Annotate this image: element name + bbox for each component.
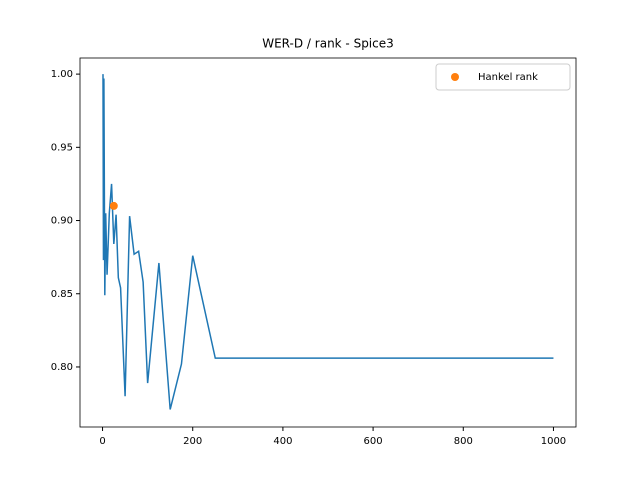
y-tick-label: 0.85: [51, 289, 73, 300]
x-tick-label: 400: [273, 436, 292, 447]
legend-label: Hankel rank: [478, 72, 538, 83]
legend-box: [435, 63, 571, 91]
x-tick-label: 800: [454, 436, 473, 447]
y-tick-label: 0.90: [51, 216, 73, 227]
x-tick-label: 0: [99, 436, 105, 447]
line: [102, 74, 554, 410]
hankel-point: [109, 201, 118, 210]
chart-title: WER-D / rank - Spice3: [262, 37, 394, 51]
plot-frame: [79, 57, 577, 428]
y-tick-label: 0.95: [51, 142, 73, 153]
y-tick-label: 1.00: [51, 69, 73, 80]
legend-marker: [451, 73, 459, 81]
x-tick-label: 200: [183, 436, 202, 447]
x-tick-label: 600: [364, 436, 383, 447]
y-tick-label: 0.80: [51, 362, 73, 373]
x-tick-label: 1000: [541, 436, 566, 447]
